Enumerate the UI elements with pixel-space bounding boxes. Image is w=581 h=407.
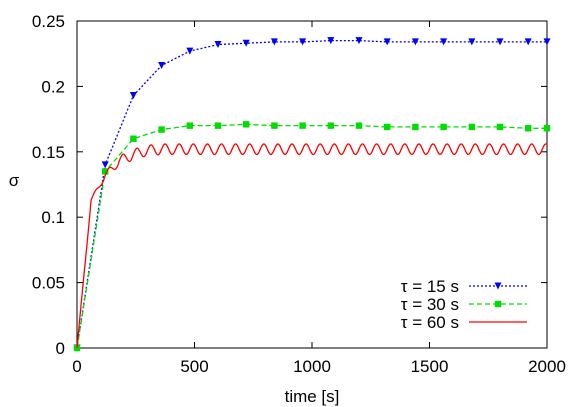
x-tick-label: 500 [180, 357, 208, 376]
data-point [129, 92, 137, 100]
data-point [243, 121, 250, 128]
data-point [214, 122, 222, 129]
legend-marker [494, 282, 502, 290]
legend: τ = 15 sτ = 30 sτ = 60 s [401, 277, 527, 332]
data-point [158, 126, 165, 133]
series-layer [73, 37, 551, 352]
data-point [271, 122, 278, 129]
data-point [468, 38, 476, 46]
data-point [242, 39, 250, 47]
data-point [525, 125, 532, 132]
legend-label: τ = 60 s [401, 313, 459, 332]
x-tick-label: 1000 [293, 357, 331, 376]
data-point [299, 122, 306, 129]
data-point [524, 38, 532, 46]
y-tick-label: 0.1 [41, 208, 65, 227]
data-point [383, 38, 391, 46]
data-point [355, 37, 363, 45]
legend-label: τ = 30 s [401, 295, 459, 314]
x-axis-label: time [s] [285, 387, 340, 406]
data-point [411, 38, 419, 46]
legend-marker [494, 300, 502, 308]
series-line [76, 39, 547, 349]
data-point [102, 168, 109, 175]
y-tick-label: 0.15 [32, 143, 65, 162]
y-tick-label: 0.05 [32, 274, 65, 293]
data-point [130, 135, 137, 142]
data-point [270, 38, 278, 46]
data-point [186, 122, 193, 129]
x-tick-label: 2000 [528, 357, 566, 376]
series-line [76, 143, 548, 349]
data-point [158, 61, 166, 69]
data-point [214, 41, 222, 49]
axis-ticks: 0 500 1000 1500 2000 0 0.05 0.1 0.15 0.2 0.25 [32, 12, 566, 376]
y-tick-label: 0 [56, 339, 65, 358]
data-point [543, 38, 551, 46]
data-point [186, 47, 194, 55]
data-point [101, 161, 109, 169]
data-point [440, 38, 448, 46]
data-point [355, 122, 363, 129]
data-point [440, 123, 447, 131]
x-tick-label: 0 [72, 357, 81, 376]
data-point [384, 123, 391, 131]
data-point [468, 123, 475, 131]
series-line [76, 123, 547, 349]
plot-frame [76, 20, 548, 349]
data-point [543, 125, 551, 132]
y-tick-label: 0.25 [32, 12, 65, 31]
legend-label: τ = 15 s [401, 277, 459, 296]
data-point [299, 38, 307, 46]
data-point [496, 123, 504, 131]
y-axis-label: σ [9, 171, 20, 190]
series-3 [76, 143, 548, 349]
x-tick-label: 1500 [411, 357, 449, 376]
data-point [327, 122, 334, 129]
data-point [412, 123, 419, 131]
y-tick-label: 0.2 [41, 77, 65, 96]
data-point [496, 38, 504, 46]
series-2 [73, 121, 551, 352]
data-point [327, 37, 335, 45]
